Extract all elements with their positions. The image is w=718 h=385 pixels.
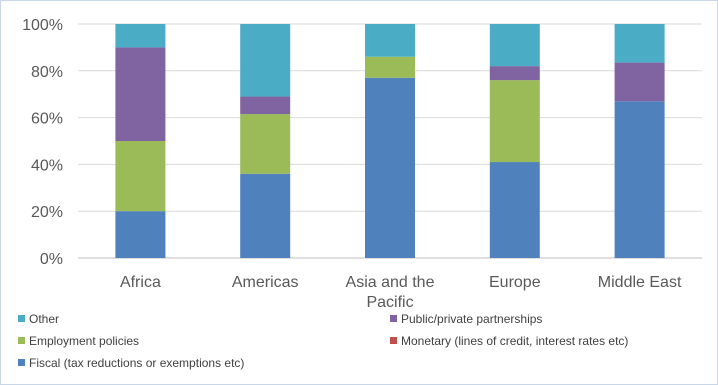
bar-segment xyxy=(365,56,415,78)
bar-segment xyxy=(115,47,166,141)
y-tick-label: 40% xyxy=(31,157,63,174)
legend: Other Public/private partnerships Employme… xyxy=(18,312,628,370)
legend-label: Public/private partnerships xyxy=(401,312,542,326)
bar-segment xyxy=(489,80,540,163)
y-axis-ticks: 0% 20% 40% 60% 80% 100% xyxy=(22,17,63,268)
y-tick-label: 0% xyxy=(40,251,63,268)
bar-segment xyxy=(240,114,291,174)
bar-segment xyxy=(115,141,166,212)
legend-label: Monetary (lines of credit, interest rate… xyxy=(401,334,628,348)
legend-item: Other xyxy=(18,312,59,326)
legend-item: Employment policies xyxy=(18,334,139,348)
bar-segment xyxy=(614,62,665,102)
legend-item: Public/private partnerships xyxy=(390,312,542,326)
x-category-label: Africa xyxy=(120,274,161,291)
x-category-label: Middle East xyxy=(598,274,682,291)
legend-swatch xyxy=(18,315,25,322)
x-axis-categories: Africa Americas Asia and the Pacific Europe M… xyxy=(120,274,682,311)
legend-swatch xyxy=(390,315,397,322)
bar-segment xyxy=(614,101,665,258)
legend-item: Fiscal (tax reductions or exemptions etc… xyxy=(18,356,244,370)
y-tick-label: 20% xyxy=(31,204,63,221)
legend-swatch xyxy=(18,337,25,344)
bar-segment xyxy=(115,24,166,48)
bar-segment xyxy=(489,24,540,67)
y-tick-label: 60% xyxy=(31,111,63,128)
bar-segment xyxy=(365,77,415,258)
bar-segment xyxy=(614,24,665,63)
x-category-label: Asia and the Pacific xyxy=(346,274,435,311)
bar-segment xyxy=(240,24,291,97)
legend-label: Employment policies xyxy=(29,334,139,348)
x-category-label: Americas xyxy=(232,274,299,291)
legend-item: Monetary (lines of credit, interest rate… xyxy=(390,334,628,348)
bar-segment xyxy=(489,162,540,258)
bar-segment xyxy=(489,66,540,81)
bar-segment xyxy=(240,173,291,258)
legend-label: Other xyxy=(29,312,59,326)
bar-segment xyxy=(115,211,166,258)
bars xyxy=(115,24,665,258)
legend-label: Fiscal (tax reductions or exemptions etc… xyxy=(29,356,244,370)
bar-segment xyxy=(240,96,291,115)
y-tick-label: 100% xyxy=(22,17,63,34)
y-tick-label: 80% xyxy=(31,64,63,81)
x-category-label: Europe xyxy=(489,274,541,291)
bar-segment xyxy=(365,24,415,57)
legend-swatch xyxy=(390,337,397,344)
legend-swatch xyxy=(18,359,25,366)
